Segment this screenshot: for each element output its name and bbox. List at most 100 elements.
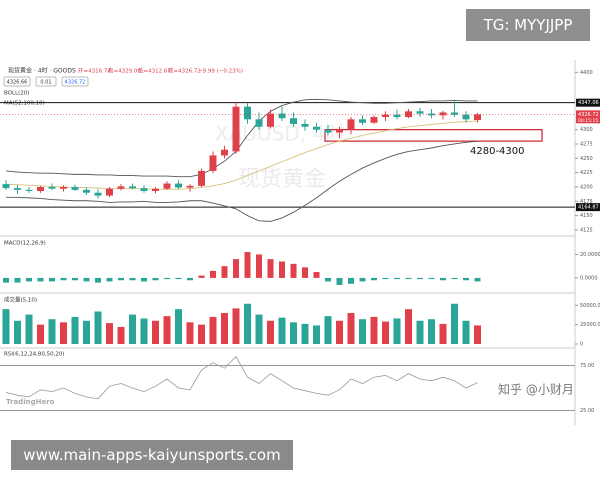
volume-bar [382, 321, 389, 344]
panel-title: 成交量(5,10) [4, 296, 37, 304]
chart: XAUUSD, 4时 现货黄金 现货黄金 · 4时 · GOODS BOLL(2… [0, 60, 600, 425]
price-tag [576, 203, 600, 212]
volume-bar [462, 320, 470, 344]
volume-bar [267, 320, 274, 344]
candle-body [209, 155, 217, 171]
tg-badge: TG: MYYJJPP [466, 9, 590, 41]
y-tick-label: 0.0000 [580, 275, 598, 281]
credit: 知乎 @小财月 [498, 383, 574, 397]
volume-bar [474, 325, 481, 344]
volume-bar [405, 309, 412, 344]
macd-bar [187, 277, 193, 281]
candle-body [267, 113, 274, 127]
y-tick-label: 4275 [580, 141, 593, 147]
candle-body [382, 114, 389, 118]
macd-bar [348, 277, 354, 284]
macd-bar [129, 277, 136, 281]
volume-bar [71, 316, 79, 344]
y-tick-label: 4225 [580, 170, 593, 176]
candle-body [129, 186, 136, 189]
volume-bar [117, 326, 125, 344]
volume-bar [140, 318, 148, 344]
macd-bar [37, 277, 44, 282]
macd-bar [95, 277, 101, 283]
macd-bar [233, 259, 239, 278]
volume-bar [393, 318, 401, 344]
candle-body [428, 113, 435, 116]
macd-bar [267, 259, 274, 278]
macd-bar [382, 277, 389, 280]
y-tick-label: 4200 [580, 184, 593, 190]
price-chip-label: 0.01 [40, 79, 51, 85]
url-banner: www.main-apps-kaiyunsports.com [11, 440, 293, 470]
candle-body [140, 188, 148, 191]
y-tick-label: 25000.00 [580, 322, 600, 328]
ohlc-label: 低=4312.67 [138, 67, 171, 75]
candle-body [313, 126, 320, 130]
macd-bar [3, 277, 9, 283]
candle-body [83, 189, 90, 193]
volume-bar [14, 320, 21, 344]
volume-bar [232, 308, 240, 344]
macd-bar [440, 277, 446, 281]
volume-bar [416, 320, 424, 344]
macd-bar [72, 277, 78, 281]
candle-body [439, 112, 447, 116]
candle-body [60, 186, 67, 189]
volume-bar [198, 324, 205, 344]
y-tick-label: 25.00 [580, 408, 594, 414]
macd-bar [221, 266, 228, 278]
candle-body [94, 192, 102, 196]
volume-bar [129, 314, 136, 344]
volume-bar [25, 314, 33, 344]
candle-body [106, 188, 113, 196]
panel-title: RSI(6,12,24,80,50,20) [4, 352, 64, 358]
watermark: 现货黄金 [238, 167, 326, 192]
ohlc-label: 收=4326.72 [168, 67, 201, 75]
boll-line [5, 120, 478, 190]
macd-bar [451, 277, 458, 280]
y-tick-label: 20.0000 [580, 252, 600, 258]
macd-bar [371, 277, 377, 281]
candle-body [244, 106, 251, 120]
last-price-tag [576, 110, 600, 124]
y-tick-label: 4250 [580, 156, 593, 162]
candle-body [416, 111, 424, 114]
y-tick-label: 4300 [580, 127, 593, 133]
macd-bar [83, 277, 90, 282]
volume-bar [370, 316, 378, 344]
y-tick-label: 50000.00 [580, 303, 600, 309]
macd-bar [325, 277, 331, 282]
macd-bar [14, 277, 21, 283]
macd-bar [279, 261, 285, 278]
volume-bar [209, 316, 217, 344]
candle-body [278, 113, 286, 119]
y-tick-label: 4175 [580, 199, 593, 205]
macd-bar [417, 277, 423, 280]
volume-bar [94, 311, 102, 344]
volume-bar [106, 323, 113, 344]
macd-bar [336, 277, 343, 285]
candle-body [25, 189, 33, 191]
y-tick-label: 0 [580, 342, 583, 348]
macd-bar [428, 277, 435, 280]
candle-body [163, 183, 171, 189]
macd-bar [302, 267, 308, 278]
candle-body [2, 184, 10, 189]
volume-bar [451, 303, 458, 344]
volume-bar [290, 322, 297, 344]
volume-bar [439, 323, 447, 344]
volume-bar [278, 317, 286, 344]
candle-body [198, 170, 205, 186]
boll-line [6, 140, 478, 222]
volume-bar [244, 303, 251, 344]
macd-bar [313, 272, 320, 278]
macd-bar [256, 254, 262, 278]
volume-bar [2, 309, 10, 344]
candle-body [393, 114, 401, 118]
candle-body [324, 129, 332, 133]
macd-bar [106, 277, 113, 282]
zone-label: 4280-4300 [470, 146, 525, 157]
candle-body [117, 186, 125, 189]
